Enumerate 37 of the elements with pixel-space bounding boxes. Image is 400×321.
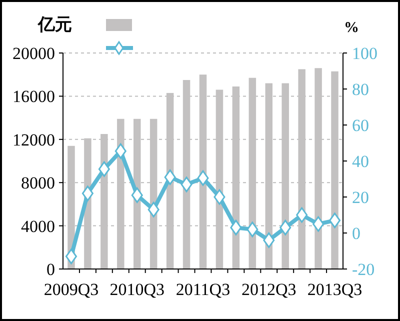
point: [164, 169, 176, 185]
y2-tick-label: 20: [352, 188, 369, 207]
x-tick-label: 2012Q3: [241, 280, 296, 299]
y-tick-label: 20000: [12, 44, 55, 63]
y2-tick-label: 80: [352, 80, 369, 99]
point: [263, 232, 275, 248]
x-tick-label: 2010Q3: [110, 280, 165, 299]
y2-tick-label: 60: [352, 116, 369, 135]
y-tick-label: 16000: [12, 87, 55, 106]
y-axis-title: 亿元: [37, 15, 72, 34]
y-tick-label: 8000: [21, 174, 55, 193]
y2-tick-label: 40: [352, 152, 369, 171]
y2-axis-title: %: [344, 20, 359, 36]
y2-tick-label: -20: [352, 260, 375, 279]
x-tick-label: 2013Q3: [307, 280, 362, 299]
y-tick-label: 0: [46, 260, 55, 279]
point: [82, 186, 94, 202]
point: [214, 189, 226, 205]
point: [148, 202, 160, 218]
x-tick-label: 2011Q3: [176, 280, 230, 299]
point: [114, 143, 126, 159]
point: [230, 220, 242, 236]
point: [246, 222, 258, 238]
point: [98, 161, 110, 177]
point: [296, 207, 308, 223]
y-tick-label: 4000: [21, 216, 55, 236]
point: [197, 170, 209, 186]
point: [180, 176, 192, 192]
point: [329, 212, 341, 228]
y2-tick-label: 0: [352, 224, 360, 243]
point: [65, 248, 77, 264]
point: [131, 187, 143, 203]
y2-tick-label: 100: [352, 44, 378, 63]
point: [280, 220, 292, 236]
y-tick-label: 12000: [12, 130, 55, 150]
point: [312, 216, 324, 232]
x-tick-label: 2009Q3: [44, 280, 99, 299]
